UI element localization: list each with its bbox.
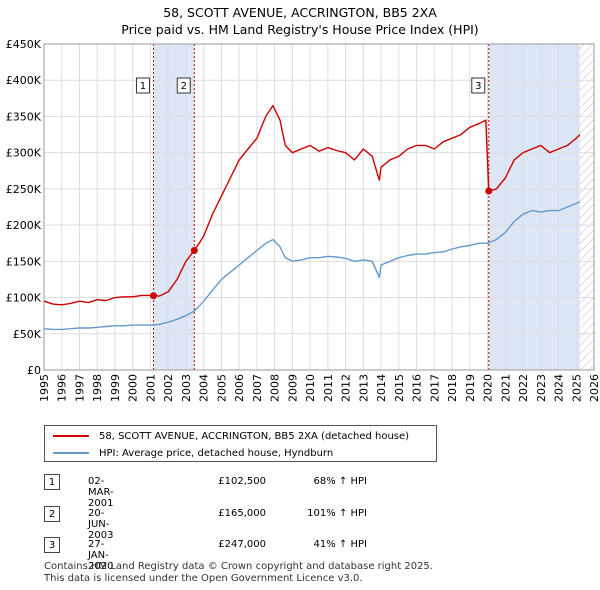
x-tick-label: 2026	[588, 374, 600, 402]
transaction-badge-label: 3	[475, 81, 481, 92]
x-tick-label: 2018	[446, 374, 459, 402]
transaction-number: 2	[44, 506, 60, 522]
chart-subtitle: Price paid vs. HM Land Registry's House …	[121, 22, 479, 37]
legend: 58, SCOTT AVENUE, ACCRINGTON, BB5 2XA (d…	[44, 425, 437, 462]
y-tick-label: £250K	[6, 183, 42, 196]
legend-label-property: 58, SCOTT AVENUE, ACCRINGTON, BB5 2XA (d…	[99, 430, 410, 442]
x-tick-label: 2009	[286, 374, 299, 402]
x-tick-label: 2015	[393, 374, 406, 402]
y-tick-label: £300K	[6, 147, 42, 160]
x-tick-label: 2003	[180, 374, 193, 402]
x-tick-label: 2019	[464, 374, 477, 402]
plot-border	[43, 43, 595, 371]
y-tick-label: £400K	[6, 74, 42, 87]
transaction-price: £165,000	[218, 508, 266, 519]
x-tick-label: 2004	[198, 374, 211, 402]
x-tick-label: 1999	[109, 374, 122, 402]
x-tick-label: 2000	[127, 374, 140, 402]
x-tick-label: 2013	[357, 374, 370, 402]
x-tick-label: 2005	[215, 374, 228, 402]
x-tick-label: 2024	[553, 374, 566, 402]
shaded-period	[488, 44, 580, 370]
transaction-date: 27-JAN-2020	[88, 539, 114, 572]
x-tick-label: 1995	[38, 374, 51, 402]
legend-item-property: 58, SCOTT AVENUE, ACCRINGTON, BB5 2XA (d…	[53, 428, 409, 444]
transaction-badge-label: 2	[181, 81, 187, 92]
transaction-badge: 1	[135, 77, 150, 94]
transaction-date: 02-MAR-2001	[88, 476, 114, 509]
transaction-badge: 2	[176, 77, 191, 94]
transaction-badge-box	[471, 77, 486, 94]
x-tick-label: 1998	[91, 374, 104, 402]
chart-title: 58, SCOTT AVENUE, ACCRINGTON, BB5 2XA	[163, 5, 437, 20]
y-tick-label: £0	[27, 364, 41, 377]
x-tick-label: 2008	[269, 374, 282, 402]
price-chart: £0 £50K £100K £150K £200K £250K £300K £350K £400…	[6, 38, 600, 402]
transaction-hpi: 41% ↑ HPI	[313, 539, 367, 550]
transaction-badge-box	[176, 77, 191, 94]
x-tick-label: 2016	[411, 374, 424, 402]
transaction-date: 20-JUN-2003	[88, 508, 114, 541]
y-tick-label: £50K	[13, 328, 42, 341]
y-tick-label: £450K	[6, 38, 42, 51]
footer-license: This data is licensed under the Open Gov…	[44, 573, 363, 584]
transaction-price: £102,500	[218, 476, 266, 487]
transaction-point	[190, 246, 198, 254]
x-tick-label: 1997	[73, 374, 86, 402]
transaction-number: 3	[44, 537, 60, 553]
forecast-hatch	[579, 44, 594, 370]
x-tick-label: 2011	[322, 374, 335, 402]
x-tick-label: 2002	[162, 374, 175, 402]
y-tick-label: £200K	[6, 219, 42, 232]
x-tick-label: 2020	[482, 374, 495, 402]
transaction-number: 1	[44, 474, 60, 490]
transaction-badge-box	[135, 77, 150, 94]
y-tick-label: £350K	[6, 110, 42, 123]
transaction-hpi: 68% ↑ HPI	[313, 476, 367, 487]
transaction-point	[149, 292, 157, 300]
x-tick-label: 2022	[517, 374, 530, 402]
transaction-price: £247,000	[218, 539, 266, 550]
shaded-period	[153, 44, 195, 370]
x-tick-label: 2025	[570, 374, 583, 402]
legend-label-hpi: HPI: Average price, detached house, Hynd…	[99, 447, 334, 459]
transaction-hpi: 101% ↑ HPI	[307, 508, 367, 519]
x-tick-label: 2007	[251, 374, 264, 402]
x-tick-label: 1996	[56, 374, 69, 402]
y-tick-label: £100K	[6, 292, 42, 305]
legend-swatch-hpi	[53, 452, 89, 454]
x-tick-label: 2006	[233, 374, 246, 402]
transaction-point	[485, 187, 493, 195]
x-tick-label: 2001	[144, 374, 157, 402]
x-tick-label: 2014	[375, 374, 388, 402]
hpi-series-line	[43, 201, 581, 331]
x-tick-label: 2010	[304, 374, 317, 402]
transaction-badge: 3	[471, 77, 486, 94]
legend-item-hpi: HPI: Average price, detached house, Hynd…	[53, 445, 333, 461]
x-tick-label: 2023	[535, 374, 548, 402]
transaction-badge-label: 1	[140, 81, 146, 92]
x-tick-label: 2012	[340, 374, 353, 402]
footer-copyright: Contains HM Land Registry data © Crown c…	[44, 561, 433, 572]
x-tick-label: 2021	[499, 374, 512, 402]
legend-swatch-property	[53, 435, 89, 437]
x-tick-label: 2017	[428, 374, 441, 402]
y-tick-label: £150K	[6, 255, 42, 268]
